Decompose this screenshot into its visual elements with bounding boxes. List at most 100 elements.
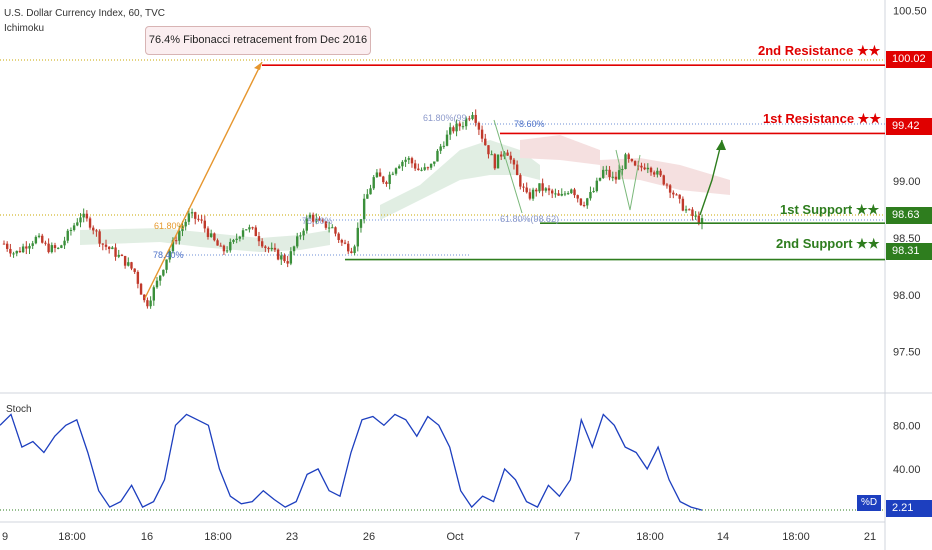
candle-body	[9, 248, 12, 254]
candle-body	[665, 184, 669, 186]
wave-arrow-1	[493, 119, 523, 214]
candle-body	[452, 127, 455, 132]
candle-body	[512, 159, 516, 165]
candle-body	[152, 287, 155, 301]
candle-body	[525, 187, 528, 193]
candle-body	[601, 169, 605, 178]
time-tick-label: 18:00	[636, 531, 664, 543]
candle-body	[442, 145, 446, 147]
candle-body	[286, 261, 289, 264]
candle-body	[82, 213, 85, 218]
candle-body	[643, 167, 646, 170]
candle-body	[640, 165, 643, 168]
candle-body	[130, 262, 133, 269]
candle-body	[681, 198, 685, 211]
candle-body	[229, 241, 232, 251]
candle-body	[25, 246, 28, 249]
price-tag-1st-support: 98.63	[886, 207, 932, 224]
candle-body	[174, 240, 178, 242]
candle-body	[340, 240, 344, 243]
candle-body	[515, 164, 519, 176]
candle-body	[111, 247, 114, 250]
ichimoku-cloud	[80, 135, 730, 252]
candle-body	[219, 245, 222, 247]
candle-body	[225, 250, 229, 252]
candle-body	[477, 122, 481, 130]
time-tick-label: 18:00	[58, 531, 86, 543]
candle-body	[566, 193, 570, 195]
price-tick-label: 97.50	[893, 347, 921, 359]
candle-body	[576, 195, 579, 199]
fib-label-1: 61.80%(99	[423, 113, 467, 123]
candle-body	[334, 227, 337, 234]
candle-body	[356, 227, 359, 247]
candle-body	[104, 244, 108, 247]
candle-body	[209, 233, 213, 237]
candle-body	[385, 182, 388, 184]
fib-annotation[interactable]: 76.4% Fibonacci retracement from Dec 201…	[145, 26, 371, 55]
candle-body	[382, 176, 385, 183]
candle-body	[372, 177, 375, 189]
candle-body	[72, 225, 76, 230]
candle-body	[296, 236, 299, 247]
bullish-projection-arrow	[699, 139, 723, 216]
candle-body	[158, 275, 162, 281]
candle-body	[343, 242, 347, 244]
candle-body	[289, 251, 293, 264]
candle-body	[114, 247, 117, 257]
candle-body	[305, 218, 308, 231]
candle-body	[245, 229, 248, 231]
time-tick-label: 21	[864, 531, 876, 543]
candle-body	[44, 242, 47, 244]
candle-body	[509, 155, 512, 160]
stoch-panel: 80.00 40.00	[0, 413, 921, 511]
candle-body	[362, 198, 366, 220]
candle-body	[423, 167, 426, 170]
candle-body	[678, 194, 681, 199]
candle-body	[149, 300, 152, 307]
fib-label-4: 61.80%	[154, 221, 185, 231]
candle-body	[595, 180, 599, 192]
level-label-2nd-resistance: 2nd Resistance ★★	[758, 43, 881, 58]
candle-body	[331, 227, 334, 229]
candle-body	[496, 154, 500, 169]
time-axis: 9 18:00 16 18:00 23 26 Oct 7 18:00 14 18:00 21	[2, 531, 876, 543]
candle-body	[490, 154, 493, 156]
candle-body	[691, 209, 694, 216]
candle-body	[127, 262, 130, 266]
candle-body	[398, 166, 401, 169]
candle-body	[684, 209, 688, 211]
time-tick-label: 7	[574, 531, 580, 543]
candle-body	[184, 221, 187, 227]
candle-body	[88, 218, 92, 228]
candle-body	[662, 175, 665, 185]
candle-body	[426, 167, 430, 169]
candle-body	[337, 233, 340, 241]
time-tick-label: 16	[141, 531, 153, 543]
stoch-d-line	[0, 413, 703, 511]
candle-body	[560, 193, 563, 196]
candle-body	[143, 294, 146, 301]
candle-body	[66, 230, 69, 241]
fib-arrowhead	[254, 62, 262, 70]
candle-body	[557, 193, 560, 196]
candle-body	[617, 170, 621, 180]
candle-body	[85, 213, 89, 219]
candle-body	[155, 280, 159, 288]
candle-body	[241, 230, 245, 237]
fib-label-5: 78.60%	[302, 216, 333, 226]
candle-body	[535, 189, 538, 192]
candle-body	[311, 214, 315, 222]
candle-body	[436, 150, 439, 162]
time-tick-label: 18:00	[204, 531, 232, 543]
candle-body	[273, 247, 277, 250]
candle-body	[694, 215, 697, 217]
candle-body	[484, 138, 487, 146]
candle-body	[605, 169, 608, 171]
candle-body	[264, 246, 267, 248]
candle-body	[53, 245, 57, 249]
candle-body	[378, 172, 382, 177]
candle-body	[480, 129, 484, 139]
candle-body	[445, 134, 449, 146]
